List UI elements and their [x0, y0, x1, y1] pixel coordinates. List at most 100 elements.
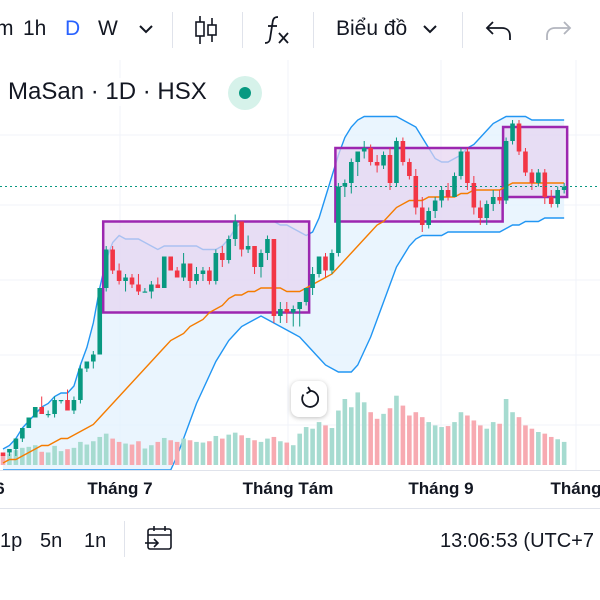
volume-bar	[91, 441, 96, 465]
candle-body	[129, 277, 135, 285]
candle-body	[555, 190, 560, 204]
volume-bar	[71, 447, 77, 465]
candles-icon[interactable]	[192, 14, 220, 46]
volume-bar	[265, 438, 270, 465]
candle-body	[355, 151, 361, 162]
candle-body	[149, 284, 154, 292]
calendar-goto-icon[interactable]	[143, 523, 175, 555]
price-chart[interactable]	[0, 60, 600, 470]
candle-body	[220, 253, 225, 260]
time-tick-label: 6	[0, 479, 5, 499]
candle-body	[394, 141, 399, 183]
candle-body	[407, 162, 412, 176]
volume-bar	[465, 415, 470, 465]
volume-bar	[303, 427, 309, 465]
volume-bar	[342, 399, 348, 465]
volume-bar	[58, 451, 64, 465]
candle-body	[523, 151, 528, 173]
volume-bar	[239, 435, 244, 465]
indicators-fx-icon[interactable]	[262, 13, 292, 47]
candle-body	[52, 400, 57, 414]
volume-bar	[542, 433, 548, 465]
candle-body	[542, 172, 548, 197]
candle-body	[529, 172, 535, 183]
volume-bar	[168, 440, 173, 465]
interval-day-button[interactable]: D	[65, 17, 81, 40]
candle-body	[116, 270, 122, 281]
volume-bar	[510, 412, 515, 465]
candle-body	[342, 183, 348, 187]
candle-body	[536, 172, 541, 183]
interval-1h-button[interactable]: 1h	[23, 17, 47, 40]
reset-icon	[301, 386, 320, 408]
volume-bar	[52, 445, 57, 465]
candle-body	[419, 207, 425, 225]
candle-body	[136, 284, 141, 292]
chevron-down-icon[interactable]	[421, 22, 439, 36]
candle-body	[78, 368, 83, 400]
volume-bar	[555, 439, 560, 465]
volume-bar	[142, 448, 148, 465]
bollinger-lower-line	[3, 217, 565, 470]
volume-bar	[323, 425, 328, 465]
volume-bar	[39, 451, 44, 465]
candle-body	[510, 123, 515, 141]
candle-body	[381, 155, 386, 166]
range-box	[334, 146, 504, 223]
candle-body	[97, 288, 103, 355]
candle-body	[200, 270, 206, 274]
candle-body	[194, 274, 199, 281]
range-1-year-button[interactable]: 1n	[84, 530, 107, 552]
candle-body	[13, 438, 19, 449]
interval-minutes-button[interactable]: m	[0, 17, 14, 40]
candle-body	[490, 197, 496, 204]
volume-bar	[220, 438, 225, 465]
candle-body	[258, 253, 264, 267]
volume-bar	[110, 438, 115, 465]
volume-bar	[355, 392, 361, 465]
time-tick-label: Tháng	[550, 479, 600, 498]
toolbar-divider	[124, 521, 125, 557]
candle-body	[497, 197, 502, 201]
volume-bar	[413, 412, 419, 465]
clock-timezone-button[interactable]: 13:06:53 (UTC+7	[440, 530, 594, 552]
volume-bar	[490, 422, 496, 465]
range-1-day-button[interactable]: 1p	[0, 530, 23, 552]
volume-bar	[432, 425, 438, 465]
volume-bar	[316, 422, 322, 465]
interval-week-button[interactable]: W	[98, 17, 118, 40]
reset-chart-button[interactable]	[291, 381, 327, 417]
volume-bar	[194, 441, 199, 465]
volume-bar	[187, 440, 193, 465]
chart-type-button[interactable]: Biểu đồ	[336, 17, 408, 40]
candle-body	[84, 361, 90, 369]
volume-bar	[174, 441, 180, 465]
undo-icon[interactable]	[484, 16, 514, 44]
volume-bar	[407, 415, 412, 465]
volume-bar	[374, 418, 380, 465]
volume-bar	[548, 436, 554, 465]
candle-body	[445, 190, 451, 197]
candle-body	[548, 197, 554, 204]
candle-body	[103, 249, 109, 288]
candle-body	[123, 277, 128, 281]
volume-bar	[381, 413, 386, 465]
volume-bar	[445, 426, 451, 465]
symbol-legend-title[interactable]: MaSan · 1D · HSX	[8, 78, 211, 106]
volume-bar	[297, 433, 302, 465]
candle-body	[284, 309, 290, 313]
volume-bar	[478, 425, 483, 465]
volume-bar	[561, 441, 567, 465]
redo-icon	[546, 21, 572, 40]
range-5-years-button[interactable]: 5n	[40, 530, 63, 552]
moving-average-line	[2, 182, 565, 464]
market-status-icon[interactable]	[228, 76, 262, 110]
time-axis[interactable]: 6 Tháng 7 Tháng Tám Tháng 9 Tháng	[0, 470, 600, 507]
volume-bar	[45, 452, 51, 465]
candle-body	[484, 204, 490, 218]
moving-average	[2, 182, 565, 464]
candle-body	[142, 291, 148, 293]
chart-area[interactable]: MaSan · 1D · HSX	[0, 60, 600, 470]
volume-bar	[516, 417, 522, 465]
chevron-down-icon[interactable]	[137, 22, 155, 36]
